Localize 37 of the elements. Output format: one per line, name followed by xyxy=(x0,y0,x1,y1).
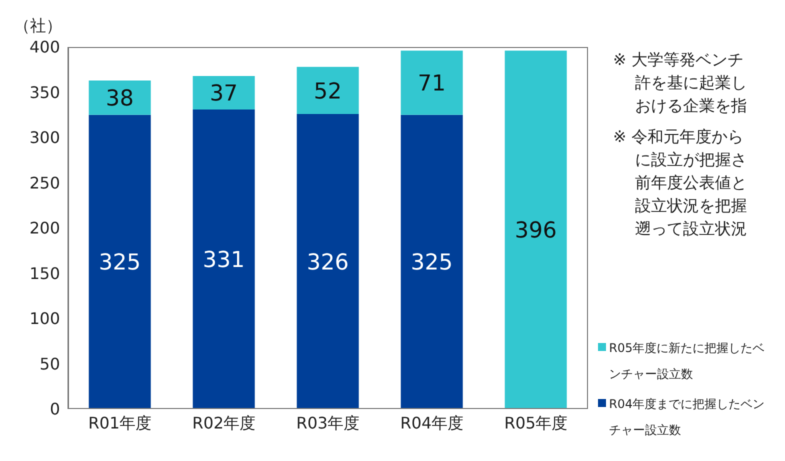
y-tick-label: 200 xyxy=(29,218,60,238)
x-tick-label: R05年度 xyxy=(504,413,568,432)
y-tick-label: 350 xyxy=(29,82,60,102)
x-tick-label: R01年度 xyxy=(88,413,152,432)
data-label: 52 xyxy=(314,79,342,104)
data-label: 38 xyxy=(106,86,134,112)
bar xyxy=(400,114,463,409)
legend-label: R05年度に新たに把握したベンチャー設立数 xyxy=(609,340,766,383)
y-tick-label: 50 xyxy=(40,354,60,374)
data-label: 396 xyxy=(514,218,557,244)
data-label: 331 xyxy=(202,248,245,274)
data-label: 326 xyxy=(306,250,349,276)
data-label: 325 xyxy=(98,250,141,276)
bar xyxy=(192,76,255,110)
y-tick-label: 100 xyxy=(29,309,60,328)
y-tick-label: 300 xyxy=(29,128,60,148)
bar xyxy=(88,80,151,115)
y-axis-title: （社） xyxy=(14,16,62,37)
y-tick-label: 0 xyxy=(50,400,60,419)
data-label: 325 xyxy=(410,250,453,276)
y-tick-label: 250 xyxy=(29,173,60,192)
text: ※ 大学等発ベンチ許を基に起業しおける企業を指 xyxy=(613,49,748,117)
bar xyxy=(296,66,359,114)
y-tick-label: 150 xyxy=(29,264,60,283)
y-tick-label: 400 xyxy=(29,38,60,57)
bar xyxy=(296,114,359,409)
x-tick-label: R04年度 xyxy=(400,413,464,432)
x-tick-label: R02年度 xyxy=(192,413,256,432)
bar xyxy=(88,114,151,409)
text: ※ 令和元年度からに設立が把握さ前年度公表値と設立状況を把握遡って設立状況 xyxy=(613,126,748,240)
x-tick-label: R03年度 xyxy=(296,413,360,432)
data-label: 71 xyxy=(418,72,446,97)
bar xyxy=(504,50,567,409)
data-label: 37 xyxy=(210,82,238,107)
bar xyxy=(192,109,255,409)
bar xyxy=(400,50,463,115)
legend-label: R04年度までに把握したベンチャー設立数 xyxy=(609,396,766,439)
